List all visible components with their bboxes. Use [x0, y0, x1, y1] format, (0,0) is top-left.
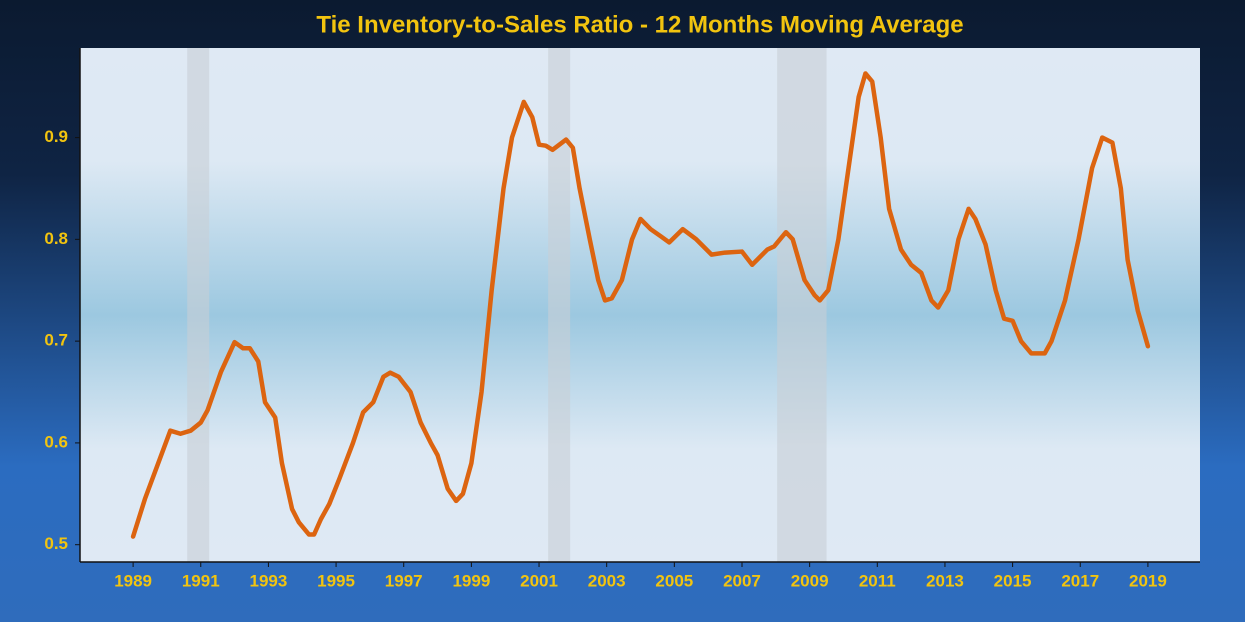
x-tick-label: 1997: [385, 571, 423, 590]
x-tick-label: 2015: [994, 571, 1032, 590]
x-tick-label: 2009: [791, 571, 829, 590]
x-tick-label: 2003: [588, 571, 626, 590]
x-tick-label: 2017: [1061, 571, 1099, 590]
y-tick-label: 0.6: [44, 432, 68, 451]
x-tick-label: 1999: [452, 571, 490, 590]
line: [130, 71, 1151, 539]
y-tick-label: 0.8: [44, 229, 68, 248]
shaded-range: [548, 48, 571, 562]
y-tick-label: 0.5: [44, 534, 68, 553]
x-tick-label: 2013: [926, 571, 964, 590]
x-tick-label: 2001: [520, 571, 558, 590]
x-tick-label: 1991: [182, 571, 220, 590]
plot-area: [80, 48, 1200, 562]
y-tick-label: 0.7: [44, 331, 68, 350]
x-tick-label: 1989: [114, 571, 152, 590]
shaded-range: [777, 48, 827, 562]
x-tick-label: 2005: [655, 571, 693, 590]
x-tick-label: 2011: [859, 571, 896, 590]
x-tick-label: 2007: [723, 571, 761, 590]
shaded-range: [187, 48, 210, 562]
y-tick-label: 0.9: [44, 127, 68, 146]
chart-title: Tie Inventory-to-Sales Ratio - 12 Months…: [316, 11, 963, 38]
x-tick-label: 2019: [1129, 571, 1167, 590]
x-tick-label: 1993: [250, 571, 288, 590]
x-tick-label: 1995: [317, 571, 355, 590]
